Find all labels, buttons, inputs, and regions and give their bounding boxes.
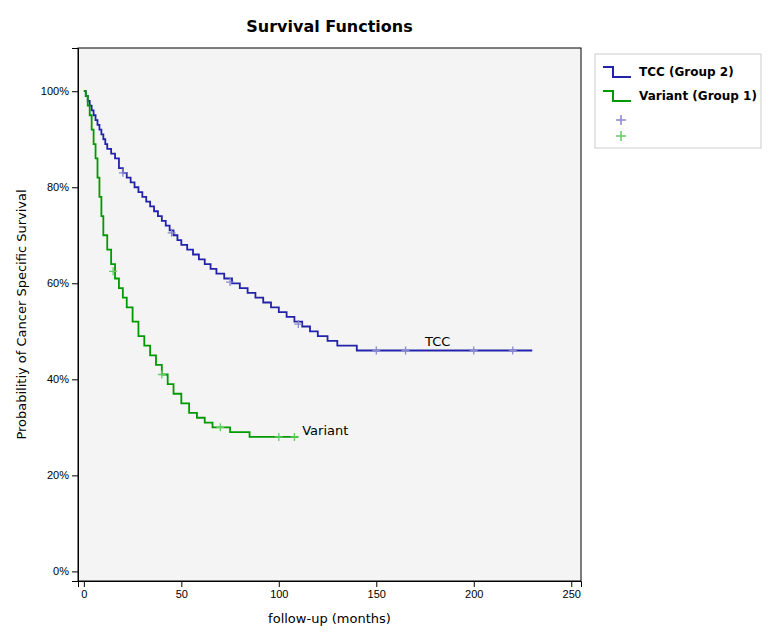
annotation: TCC — [424, 334, 450, 349]
tick: 150 — [368, 581, 386, 600]
tick-mark — [72, 571, 78, 572]
tick-label: 0 — [81, 588, 87, 600]
survival-line — [84, 91, 298, 437]
censor-mark — [509, 347, 517, 355]
legend: TCC (Group 2) Variant (Group 1) — [595, 54, 761, 148]
tick-label: 250 — [563, 588, 581, 600]
tick: 100% — [41, 85, 78, 97]
tick-mark — [474, 581, 475, 587]
legend-symbol — [603, 91, 631, 101]
censor-mark — [119, 169, 127, 177]
tick-label: 40% — [47, 373, 69, 385]
annotation: Variant — [302, 423, 348, 438]
legend-symbol — [616, 115, 626, 125]
censor-mark — [226, 278, 234, 286]
tick-mark — [72, 187, 78, 188]
censor-mark — [372, 347, 380, 355]
tick: 0% — [53, 565, 78, 577]
y-axis: 0% 20% 40% 60% 80% 100% — [41, 49, 79, 582]
tick-label: 100 — [270, 588, 288, 600]
legend-box — [595, 54, 761, 148]
tick: 50 — [176, 581, 188, 600]
tick-mark — [72, 379, 78, 380]
tick-mark — [279, 581, 280, 587]
tick-label: 0% — [53, 565, 69, 577]
x-axis-title: follow-up (months) — [268, 611, 391, 626]
tick-label: 20% — [47, 469, 69, 481]
plot-frame — [78, 48, 581, 581]
censor-mark — [216, 423, 224, 431]
tick-mark — [72, 475, 78, 476]
censor-mark — [168, 229, 176, 237]
plot-background — [78, 48, 581, 581]
y-axis-title: Probabilitiy of Cancer Specific Survival — [14, 189, 29, 439]
tick: 200 — [465, 581, 483, 600]
legend-label: TCC (Group 2) — [639, 65, 734, 79]
censor-mark — [109, 267, 117, 275]
tick-mark — [376, 581, 377, 587]
tick: 250 — [563, 581, 581, 600]
censor-mark — [290, 433, 298, 441]
legend-symbol — [603, 67, 631, 77]
tick-label: 150 — [368, 588, 386, 600]
tick-label: 60% — [47, 277, 69, 289]
title: Survival Functions — [246, 17, 412, 36]
tick: 40% — [47, 373, 78, 385]
legend-label: Variant (Group 1) — [639, 89, 757, 103]
tick: 20% — [47, 469, 78, 481]
axis-line — [79, 582, 582, 588]
censor-mark — [294, 320, 302, 328]
censor-mark — [158, 371, 166, 379]
tick: 80% — [47, 181, 78, 193]
marks — [84, 91, 532, 441]
tick: 60% — [47, 277, 78, 289]
legend-symbol — [616, 131, 626, 141]
plot: 0 50 100 150 200 250 0% 20% 40% 60% 80% 100% TCC Vari… — [41, 48, 582, 600]
tick: 0 — [81, 581, 87, 600]
tick-label: 200 — [465, 588, 483, 600]
tick-label: 100% — [41, 85, 69, 97]
tick-label: 50 — [176, 588, 188, 600]
tick-label: 80% — [47, 181, 69, 193]
tick-mark — [72, 91, 78, 92]
tick-mark — [72, 283, 78, 284]
tick-mark — [181, 581, 182, 587]
censor-mark — [275, 433, 283, 441]
tick: 100 — [270, 581, 288, 600]
tick-mark — [571, 581, 572, 587]
tick-mark — [84, 581, 85, 587]
survival-line — [84, 91, 532, 350]
censor-mark — [470, 347, 478, 355]
x-axis: 0 50 100 150 200 250 — [79, 581, 582, 600]
chart: 0 50 100 150 200 250 0% 20% 40% 60% 80% 100% TCC Vari… — [0, 0, 771, 639]
censor-mark — [402, 347, 410, 355]
